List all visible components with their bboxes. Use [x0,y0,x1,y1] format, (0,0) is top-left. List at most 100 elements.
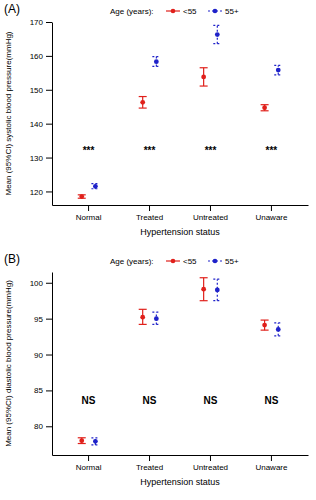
legend-label: <55 [183,7,197,16]
error-bar [200,278,208,301]
legend-label: 55+ [225,7,239,16]
x-tick-mark [271,205,272,211]
point [201,75,206,80]
error-bar-cap [91,437,99,438]
x-tick-mark [210,205,211,211]
error-bar [274,323,282,336]
x-tick-label: Normal [76,463,102,472]
legend-marker [171,259,176,264]
y-tick: 100 [30,279,52,288]
error-bar-cap [139,324,147,325]
y-tick-label: 130 [30,154,44,163]
x-axis-title: Hypertension status [140,477,220,487]
x-tick-mark [88,205,89,211]
legend-item: <55 [166,7,197,16]
error-bar-cap [91,444,99,445]
y-axis: 120130140150160170 [30,18,53,205]
y-tick-mark [46,283,52,284]
legend-marker [171,9,176,14]
point [276,327,281,332]
x-tick: Treated [136,205,163,222]
x-tick-mark [88,455,89,461]
x-tick-label: Unaware [255,213,288,222]
error-bar [78,195,86,198]
y-tick-label: 100 [30,279,44,288]
error-bar [78,438,86,444]
error-bar-cap [200,85,208,86]
x-tick: Treated [136,455,163,472]
error-bar-cap [200,277,208,278]
panel: 120130140150160170NormalTreatedUntreated… [4,2,309,237]
y-axis-line [52,273,53,456]
annotation: NS [264,395,278,406]
point [140,315,145,320]
error-bar [274,65,282,74]
y-tick: 120 [30,188,52,197]
y-tick-mark [46,355,52,356]
panel: 80 85 90 95 100 Normal Treated Untreated Unaware… [4,252,309,487]
error-bar-cap [78,443,86,444]
error-bar [152,312,160,324]
error-bar-cap [139,309,147,310]
x-tick-mark [210,455,211,461]
x-tick: Normal [76,455,102,472]
y-tick: 90 [34,351,52,360]
error-bar-cap [139,107,147,108]
annotation: NS [143,395,157,406]
y-tick-mark [46,90,52,91]
legend-title: Age (years): [110,257,154,266]
legend-item: 55+ [208,7,239,16]
error-bar-cap [152,312,160,313]
error-bar-cap [213,25,221,26]
x-tick: Untreated [193,205,228,222]
marks [78,278,283,445]
error-bar [139,309,147,324]
x-tick-label: Treated [136,463,163,472]
x-tick: Untreated [193,455,228,472]
y-tick-label: 150 [30,86,44,95]
y-tick: 140 [30,120,52,129]
y-tick: 85 [34,386,52,395]
y-tick-label: 160 [30,52,44,61]
error-bar [200,68,208,86]
y-tick: 95 [34,315,52,324]
error-bar [261,105,269,111]
error-bar [213,279,221,301]
point [262,105,267,110]
figure: 120130140150160170NormalTreatedUntreated… [0,0,316,500]
point [276,68,281,73]
x-tick: Unaware [255,205,288,222]
plot-area: 120130140150160170NormalTreatedUntreated… [30,18,309,222]
x-tick-label: Normal [76,213,102,222]
panel-label: (A) [4,2,20,16]
y-tick: 130 [30,154,52,163]
y-tick: 160 [30,52,52,61]
point [79,194,84,199]
x-axis: Normal Treated Untreated Unaware [53,205,309,222]
error-bar-cap [261,110,269,111]
annotation: NS [82,395,96,406]
point [154,316,159,321]
x-axis-line [53,455,309,456]
y-tick-label: 85 [34,386,43,395]
legend: Age (years):<5555+ [110,257,239,266]
panel-label: (B) [4,252,20,266]
point [93,439,98,444]
y-tick-label: 140 [30,120,44,129]
error-bar-cap [152,56,160,57]
annotation: *** [83,145,95,156]
y-tick-label: 80 [34,422,43,431]
error-bar [91,438,99,445]
x-tick-mark [271,455,272,461]
x-tick: Unaware [255,455,288,472]
error-bar-cap [213,279,221,280]
legend-marker [213,259,218,264]
y-tick-mark [46,124,52,125]
error-bar [139,97,147,109]
x-tick-mark [149,455,150,461]
x-tick-mark [149,205,150,211]
error-bar-cap [261,330,269,331]
annotation: NS [204,395,218,406]
legend-label: 55+ [225,257,239,266]
y-tick-mark [46,22,52,23]
